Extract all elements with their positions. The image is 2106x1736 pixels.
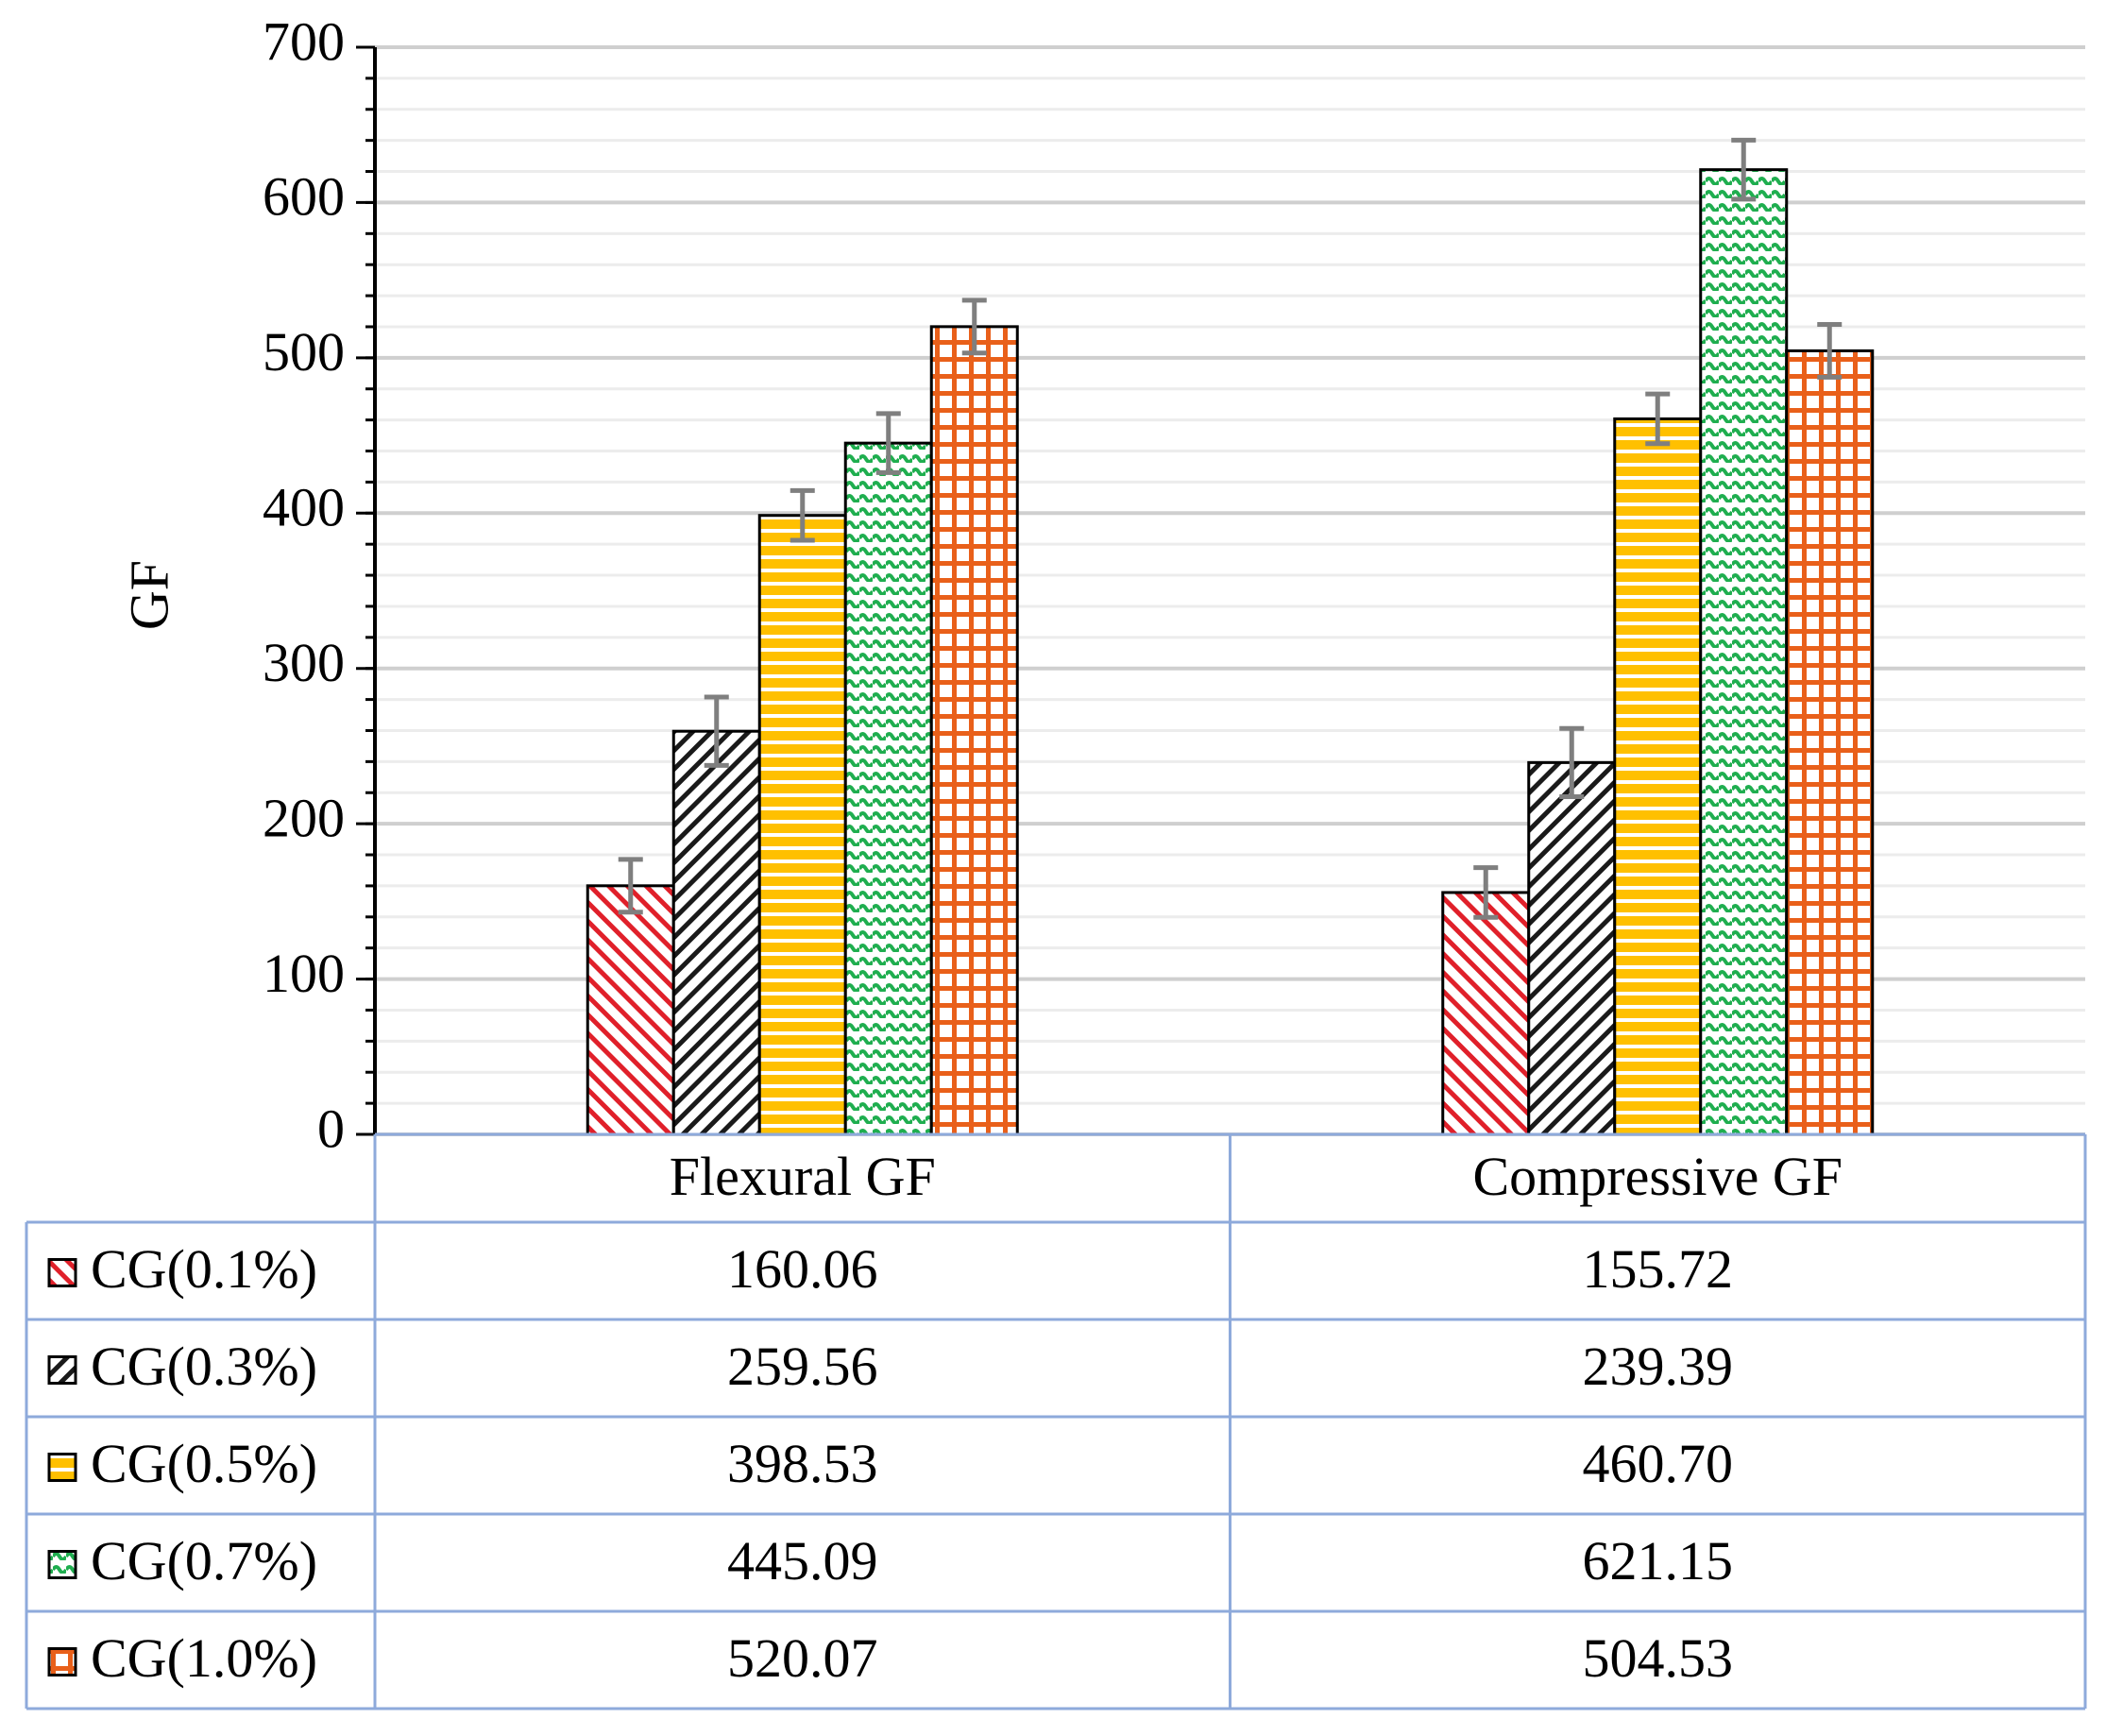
y-tick-label: 500 <box>263 321 345 383</box>
error-bar <box>704 694 729 768</box>
bar <box>1785 349 1875 1136</box>
y-tick-label: 200 <box>263 787 345 848</box>
y-tick-label: 100 <box>263 943 345 1004</box>
legend-key <box>47 1647 77 1676</box>
error-bar <box>1731 137 1757 202</box>
error-bar <box>1473 865 1499 920</box>
error-bar <box>1645 391 1671 447</box>
y-tick-label: 0 <box>317 1098 345 1159</box>
bar <box>929 325 1019 1136</box>
legend-label: CG(0.5%) <box>91 1433 317 1494</box>
bar <box>1527 760 1617 1136</box>
legend-label: CG(0.7%) <box>91 1530 317 1591</box>
bar <box>757 514 847 1136</box>
bar <box>1441 891 1531 1136</box>
table-value: 520.07 <box>727 1627 878 1689</box>
error-bar <box>790 487 815 543</box>
legend-key <box>47 1453 77 1482</box>
table-value: 155.72 <box>1583 1238 1734 1300</box>
error-bar <box>875 411 901 475</box>
y-axis-title: GF <box>118 560 179 630</box>
category-label: Flexural GF <box>670 1146 936 1207</box>
error-bar <box>1817 321 1843 380</box>
bar <box>843 441 933 1136</box>
error-bar <box>961 298 987 356</box>
category-label: Compressive GF <box>1473 1146 1843 1207</box>
bar <box>671 729 761 1136</box>
legend-label: CG(0.1%) <box>91 1238 317 1300</box>
y-tick-label: 600 <box>263 166 345 228</box>
bar <box>1699 168 1789 1136</box>
table-value: 460.70 <box>1583 1433 1734 1494</box>
legend-key <box>47 1550 77 1579</box>
table-value: 504.53 <box>1583 1627 1734 1689</box>
legend-label: CG(1.0%) <box>91 1627 317 1689</box>
bar <box>586 884 675 1136</box>
legend-key <box>47 1258 77 1287</box>
table-value: 259.56 <box>727 1336 878 1397</box>
table-value: 239.39 <box>1583 1336 1734 1397</box>
legend-key <box>47 1355 77 1385</box>
y-tick-label: 300 <box>263 632 345 693</box>
legend-label: CG(0.3%) <box>91 1336 317 1397</box>
bar <box>1613 417 1703 1136</box>
y-tick-label: 400 <box>263 477 345 538</box>
table-value: 445.09 <box>727 1530 878 1591</box>
table-value: 160.06 <box>727 1238 878 1300</box>
table-value: 398.53 <box>727 1433 878 1494</box>
table-value: 621.15 <box>1583 1530 1734 1591</box>
error-bar <box>1559 725 1585 800</box>
y-tick-label: 700 <box>263 10 345 72</box>
error-bar <box>618 857 643 915</box>
